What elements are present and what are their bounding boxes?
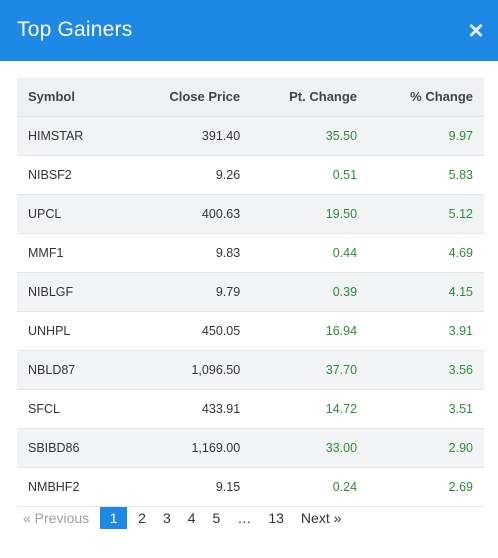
cell-symbol: NMBHF2 xyxy=(28,479,80,494)
table-row: UPCL 400.63 19.50 5.12 xyxy=(17,194,484,233)
cell-close-price: 9.15 xyxy=(215,479,241,494)
cell-pct-change: 5.12 xyxy=(448,206,473,221)
cell-pt-change: 14.72 xyxy=(325,401,358,416)
table-row: NIBLGF 9.79 0.39 4.15 xyxy=(17,272,484,311)
cell-pct-change: 3.51 xyxy=(448,401,473,416)
cell-pt-change: 35.50 xyxy=(325,128,358,143)
pagination: « Previous 1 2 3 4 5 … 13 Next » xyxy=(17,507,352,529)
page-2-button[interactable]: 2 xyxy=(138,510,146,526)
cell-symbol: SFCL xyxy=(28,401,60,416)
cell-pt-change: 0.39 xyxy=(332,284,358,299)
cell-symbol: NBLD87 xyxy=(28,362,76,377)
gainers-table: Symbol Close Price Pt. Change % Change H… xyxy=(17,78,484,507)
cell-pct-change: 4.69 xyxy=(448,245,473,260)
header-close-price: Close Price xyxy=(135,78,241,117)
table-row: NMBHF2 9.15 0.24 2.69 xyxy=(17,467,484,506)
cell-pct-change: 2.69 xyxy=(448,479,473,494)
table-row: SFCL 433.91 14.72 3.51 xyxy=(17,389,484,428)
cell-symbol: SBIBD86 xyxy=(28,440,80,455)
page-5-button[interactable]: 5 xyxy=(212,510,221,526)
header-symbol: Symbol xyxy=(17,78,136,117)
page-13-button[interactable]: 13 xyxy=(268,510,284,526)
cell-close-price: 9.79 xyxy=(215,284,241,299)
cell-pt-change: 0.44 xyxy=(332,245,358,260)
table-header-row: Symbol Close Price Pt. Change % Change xyxy=(17,78,484,117)
cell-close-price: 450.05 xyxy=(201,323,241,338)
page-3-button[interactable]: 3 xyxy=(162,510,171,526)
cell-symbol: MMF1 xyxy=(28,245,64,260)
cell-symbol: NIBLGF xyxy=(28,284,74,299)
header-pct-change: % Change xyxy=(357,78,484,117)
cell-close-price: 9.83 xyxy=(215,245,241,260)
cell-symbol: NIBSF2 xyxy=(28,167,72,182)
previous-page-button[interactable]: « Previous xyxy=(23,510,90,526)
gainers-table-container: Symbol Close Price Pt. Change % Change H… xyxy=(17,78,484,507)
cell-pt-change: 37.70 xyxy=(325,362,358,377)
cell-pct-change: 5.83 xyxy=(448,167,473,182)
cell-symbol: UPCL xyxy=(28,206,62,221)
cell-pt-change: 0.51 xyxy=(332,167,358,182)
header-pt-change: Pt. Change xyxy=(240,78,358,117)
close-icon[interactable]: × xyxy=(468,15,484,45)
cell-close-price: 9.26 xyxy=(215,167,241,182)
cell-pct-change: 2.90 xyxy=(448,440,473,455)
cell-pct-change: 3.91 xyxy=(448,323,473,338)
cell-symbol: UNHPL xyxy=(28,323,71,338)
table-row: MMF1 9.83 0.44 4.69 xyxy=(17,233,484,272)
table-row: NIBSF2 9.26 0.51 5.83 xyxy=(17,155,484,194)
cell-close-price: 1,096.50 xyxy=(191,362,241,377)
modal-header: Top Gainers × xyxy=(0,0,498,61)
cell-pt-change: 0.24 xyxy=(332,479,358,494)
next-page-button[interactable]: Next » xyxy=(300,510,342,526)
cell-pt-change: 16.94 xyxy=(325,323,358,338)
cell-pct-change: 4.15 xyxy=(448,284,473,299)
table-row: SBIBD86 1,169.00 33.00 2.90 xyxy=(17,428,484,467)
cell-pct-change: 3.56 xyxy=(448,362,473,377)
table-row: HIMSTAR 391.40 35.50 9.97 xyxy=(17,116,484,155)
pagination-ellipsis: … xyxy=(237,510,252,526)
cell-close-price: 391.40 xyxy=(201,128,241,143)
cell-close-price: 400.63 xyxy=(201,206,241,221)
cell-symbol: HIMSTAR xyxy=(28,128,84,143)
cell-pt-change: 33.00 xyxy=(325,440,358,455)
table-row: NBLD87 1,096.50 37.70 3.56 xyxy=(17,350,484,389)
modal-title: Top Gainers xyxy=(17,18,133,41)
cell-pct-change: 9.97 xyxy=(448,128,473,143)
cell-close-price: 433.91 xyxy=(201,401,241,416)
page-1-button[interactable]: 1 xyxy=(100,507,128,529)
page-4-button[interactable]: 4 xyxy=(187,510,196,526)
cell-close-price: 1,169.00 xyxy=(191,440,241,455)
table-row: UNHPL 450.05 16.94 3.91 xyxy=(17,311,484,350)
cell-pt-change: 19.50 xyxy=(325,206,358,221)
